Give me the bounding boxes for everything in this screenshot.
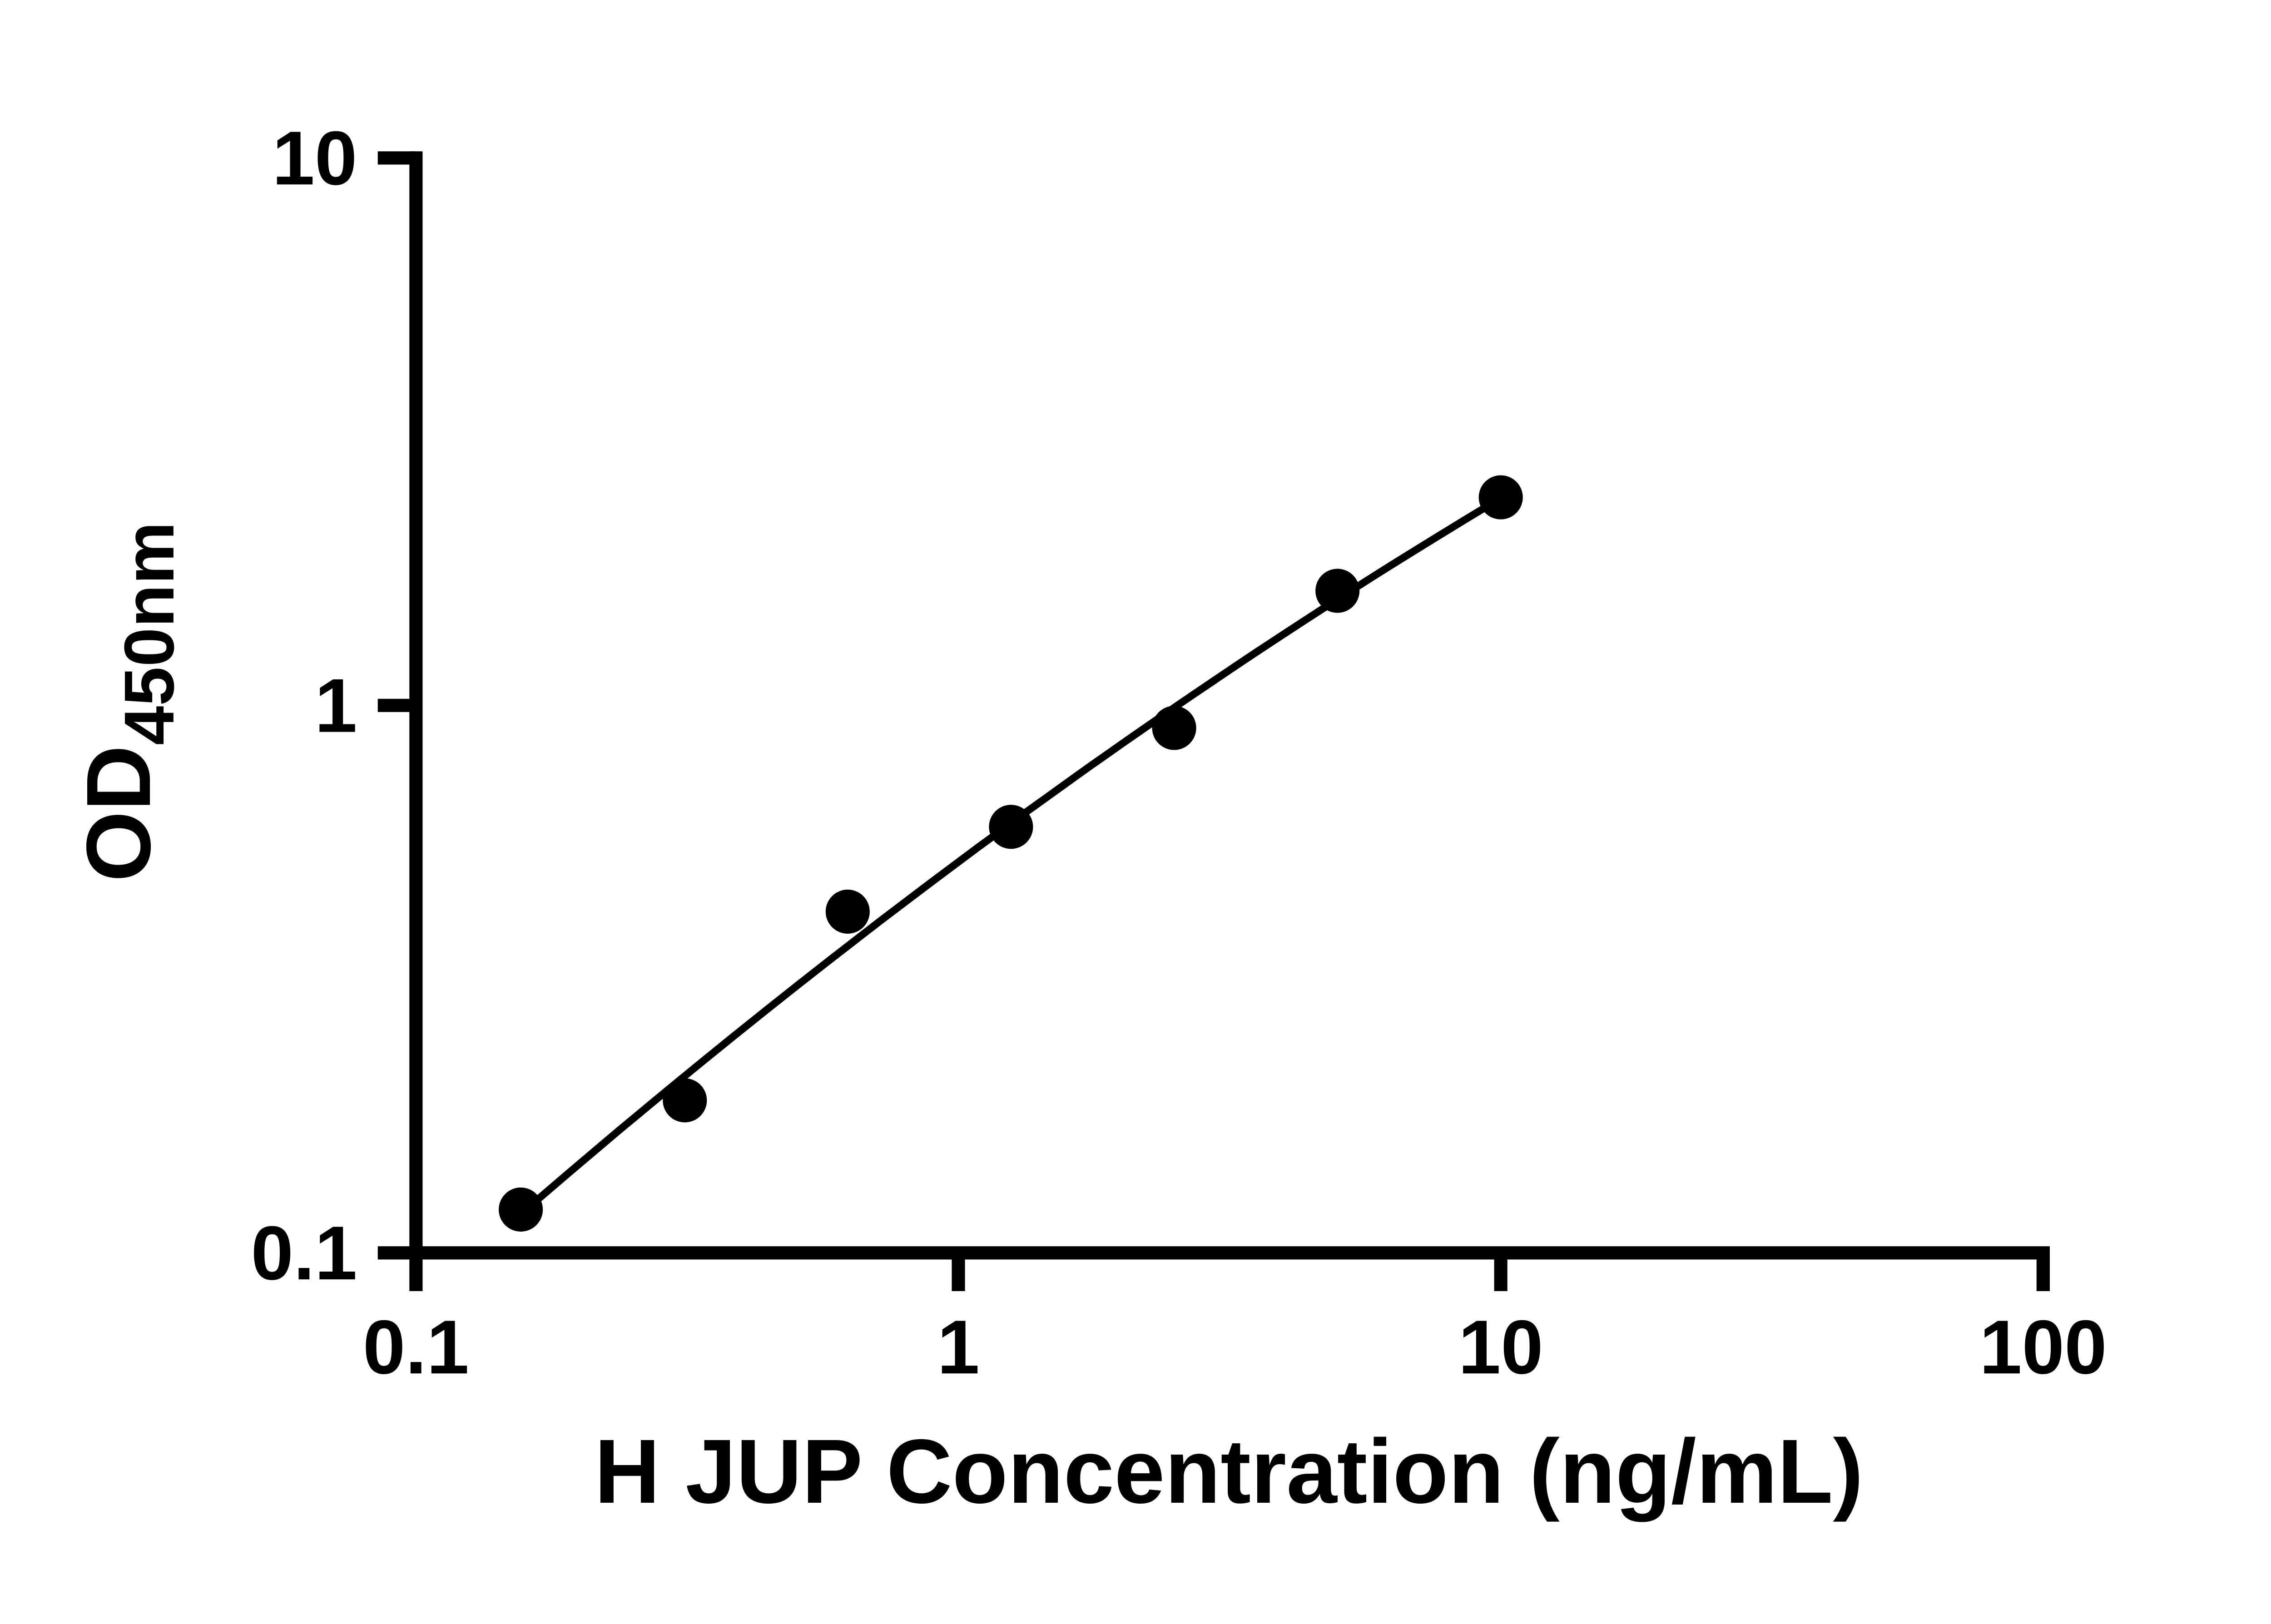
- data-point: [663, 1078, 707, 1123]
- y-axis-tick-label: 1: [315, 663, 357, 748]
- x-axis-tick-label: 1: [937, 1304, 980, 1390]
- axes-frame: [409, 151, 2050, 1260]
- y-axis-title-main: OD: [67, 745, 169, 882]
- data-points-group: [499, 475, 1523, 1232]
- y-axis-title-subscript: 450nm: [109, 522, 188, 745]
- y-axis-tick-label: 10: [272, 115, 357, 201]
- data-point: [499, 1187, 543, 1232]
- data-point: [825, 889, 870, 934]
- x-axis-tick-label: 10: [1458, 1304, 1543, 1390]
- x-axis-title: H JUP Concentration (ng/mL): [595, 1420, 1864, 1522]
- data-point: [989, 805, 1033, 849]
- data-point: [1315, 569, 1360, 613]
- y-axis-tick-label: 0.1: [251, 1210, 357, 1296]
- data-point: [1152, 706, 1196, 750]
- axis-ticks-group: 0.1 1 10 100 10 1 0.1: [251, 115, 2107, 1390]
- x-axis-tick-label: 0.1: [363, 1304, 469, 1390]
- y-axis-title: OD450nm: [67, 522, 188, 882]
- x-axis-tick-label: 100: [1979, 1304, 2107, 1390]
- data-point: [1478, 475, 1523, 520]
